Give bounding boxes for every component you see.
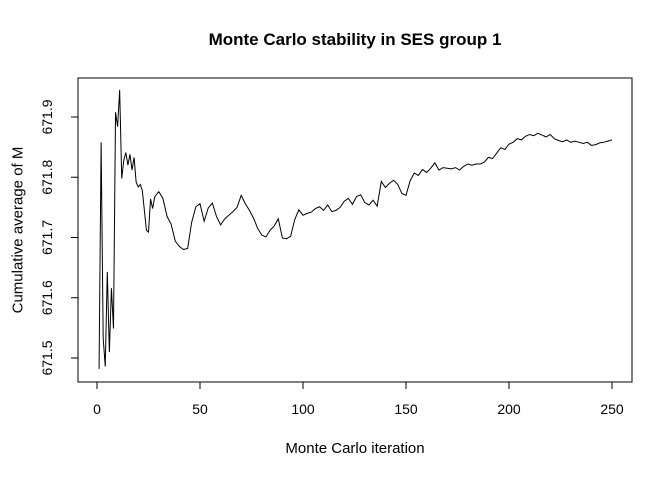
x-tick-label: 50 — [192, 401, 208, 417]
y-tick-label: 671.9 — [39, 99, 55, 134]
x-tick-label: 200 — [497, 401, 521, 417]
y-tick-label: 671.8 — [39, 160, 55, 195]
x-tick-label: 250 — [600, 401, 624, 417]
x-axis-title: Monte Carlo iteration — [285, 440, 425, 457]
y-tick-label: 671.7 — [39, 220, 55, 255]
plot-box — [77, 77, 633, 383]
y-tick-label: 671.5 — [39, 340, 55, 375]
x-tick-label: 100 — [291, 401, 315, 417]
y-tick-label: 671.6 — [39, 280, 55, 315]
x-tick-label: 0 — [93, 401, 101, 417]
data-line — [98, 89, 613, 369]
chart-title: Monte Carlo stability in SES group 1 — [208, 30, 502, 49]
x-tick-label: 150 — [394, 401, 418, 417]
